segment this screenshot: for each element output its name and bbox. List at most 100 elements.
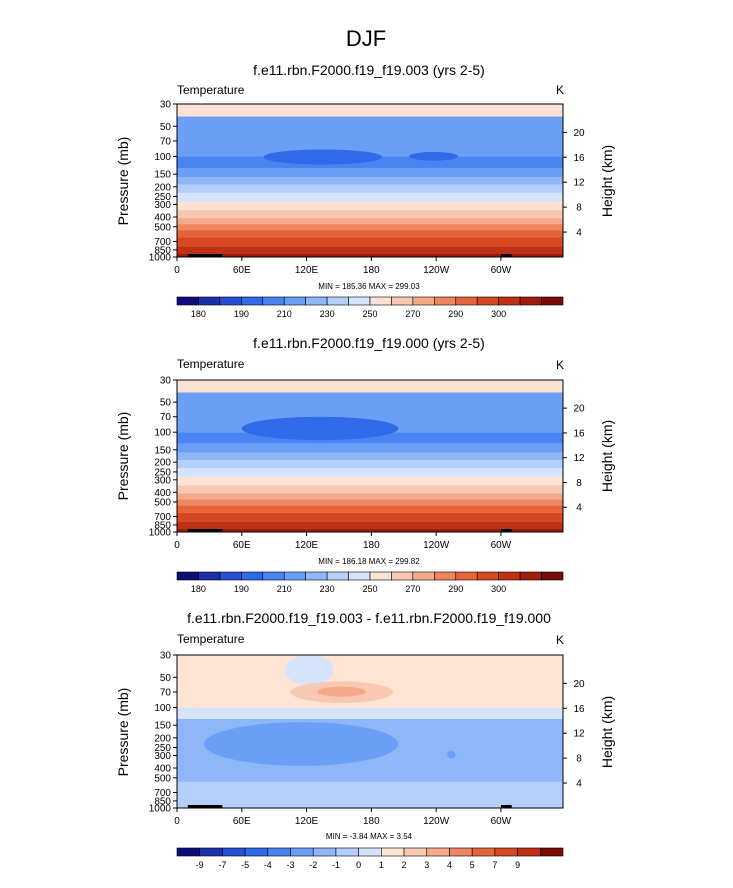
colorbar-label: 290 (448, 309, 463, 319)
pressure-tick-label: 700 (154, 512, 171, 523)
pressure-tick-label: 850 (154, 245, 171, 256)
contour-band-13 (177, 246, 563, 254)
colorbar-box-3 (241, 571, 264, 581)
contour-band-10 (177, 499, 563, 506)
colorbar-label: -5 (241, 860, 249, 870)
topography-1 (203, 529, 223, 532)
panel-2-stats: MIN = -3.84 MAX = 3.54 (326, 832, 413, 841)
lon-tick-label: 180 (363, 265, 380, 276)
colorbar-label: -2 (309, 860, 317, 870)
pressure-tick-label: 300 (154, 751, 171, 762)
pressure-tick-label: 700 (154, 237, 171, 248)
colorbar-box-14 (476, 571, 499, 581)
contour-band-6 (177, 192, 563, 202)
contour-band-6 (177, 468, 563, 477)
colorbar-label: -3 (287, 860, 295, 870)
panel-1-field-label: Temperature (177, 357, 245, 371)
contour-band-4 (177, 177, 563, 185)
colorbar-box-13 (455, 571, 478, 581)
colorbar-label: -9 (196, 860, 204, 870)
colorbar-box-17 (541, 296, 564, 306)
colorbar-label: 210 (277, 584, 292, 594)
pressure-tick-label: 1000 (149, 804, 172, 815)
pressure-tick-label: 400 (154, 764, 171, 775)
pressure-tick-label: 500 (154, 773, 171, 784)
colorbar-label: 180 (191, 309, 206, 319)
lon-tick-label: 120W (423, 816, 450, 827)
contour-pool-2 (446, 750, 456, 759)
pressure-tick-label: 150 (154, 170, 171, 181)
colorbar-box-6 (312, 847, 337, 857)
contour-pool-1 (284, 655, 334, 686)
height-tick-label: 4 (576, 779, 582, 790)
pressure-tick-label: 500 (154, 497, 171, 508)
lon-tick-label: 120W (423, 265, 450, 276)
colorbar-box-2 (222, 847, 246, 857)
colorbar-box-12 (434, 571, 457, 581)
panel-2: f.e11.rbn.F2000.f19_f19.003 - f.e11.rbn.… (115, 610, 615, 870)
pressure-tick-label: 50 (160, 673, 172, 684)
colorbar-box-16 (539, 847, 564, 857)
height-tick-label: 8 (576, 478, 582, 489)
colorbar-label: -4 (264, 860, 272, 870)
panel-1-ylabel-right: Height (km) (599, 420, 615, 492)
contour-band-3 (177, 167, 563, 178)
contour-band-0 (177, 380, 563, 393)
colorbar-box-7 (326, 296, 349, 306)
lon-tick-label: 0 (174, 816, 180, 827)
colorbar-label: 300 (491, 584, 506, 594)
height-tick-label: 8 (576, 754, 582, 765)
colorbar-label: 190 (234, 309, 249, 319)
colorbar-label: 7 (492, 860, 497, 870)
colorbar-box-13 (455, 296, 478, 306)
colorbar-box-15 (498, 296, 521, 306)
colorbar-box-7 (326, 571, 349, 581)
colorbar-label: 210 (277, 309, 292, 319)
panel-1-plot: 3050701001502002503004005007008501000481… (149, 376, 585, 552)
lon-tick-label: 0 (174, 540, 180, 551)
lon-tick-label: 60W (491, 816, 512, 827)
panel-1-stats: MIN = 186.18 MAX = 299.82 (318, 557, 420, 566)
colorbar-box-6 (305, 296, 328, 306)
pressure-tick-label: 300 (154, 200, 171, 211)
height-tick-label: 20 (573, 404, 585, 415)
contour-pool-0 (203, 722, 399, 766)
pressure-tick-label: 70 (160, 412, 172, 423)
colorbar-label: 270 (405, 309, 420, 319)
topography-2 (500, 254, 512, 257)
colorbar-box-11 (412, 571, 435, 581)
pressure-tick-label: 850 (154, 520, 171, 531)
plot-frame (176, 654, 564, 809)
colorbar-label: 290 (448, 584, 463, 594)
colorbar-box-9 (381, 847, 405, 857)
panel-2-field-label: Temperature (177, 632, 245, 646)
lon-tick-label: 120W (423, 540, 450, 551)
pressure-tick-label: 250 (154, 743, 171, 754)
contour-band-1 (177, 707, 563, 719)
colorbar-box-4 (267, 847, 291, 857)
colorbar-box-2 (219, 296, 242, 306)
pressure-tick-label: 70 (160, 687, 172, 698)
contour-band-12 (177, 237, 563, 247)
panel-0-ylabel-right: Height (km) (599, 145, 615, 217)
height-tick-label: 4 (576, 503, 582, 514)
height-tick-label: 16 (573, 153, 585, 164)
contour-band-3 (177, 781, 563, 808)
pressure-tick-label: 30 (160, 100, 172, 111)
colorbar-label: 250 (362, 309, 377, 319)
colorbar-box-3 (244, 847, 269, 857)
colorbar-label: 300 (491, 309, 506, 319)
pressure-tick-label: 100 (154, 428, 171, 439)
contour-pool-1 (409, 151, 458, 161)
pressure-tick-label: 150 (154, 445, 171, 456)
panel-1-colorbar: 180 190 210 230 250 270 290 300 (176, 571, 564, 594)
pressure-tick-label: 200 (154, 733, 171, 744)
colorbar-box-1 (198, 296, 221, 306)
pressure-tick-label: 50 (160, 398, 172, 409)
contour-pool-0 (263, 149, 383, 165)
contour-band-1 (177, 116, 563, 157)
panel-0-plot: 3050701001502002503004005007008501000481… (149, 100, 585, 277)
contour-band-12 (177, 512, 563, 522)
panel-0-stats: MIN = 185.36 MAX = 299.03 (318, 282, 420, 291)
colorbar-box-7 (335, 847, 359, 857)
